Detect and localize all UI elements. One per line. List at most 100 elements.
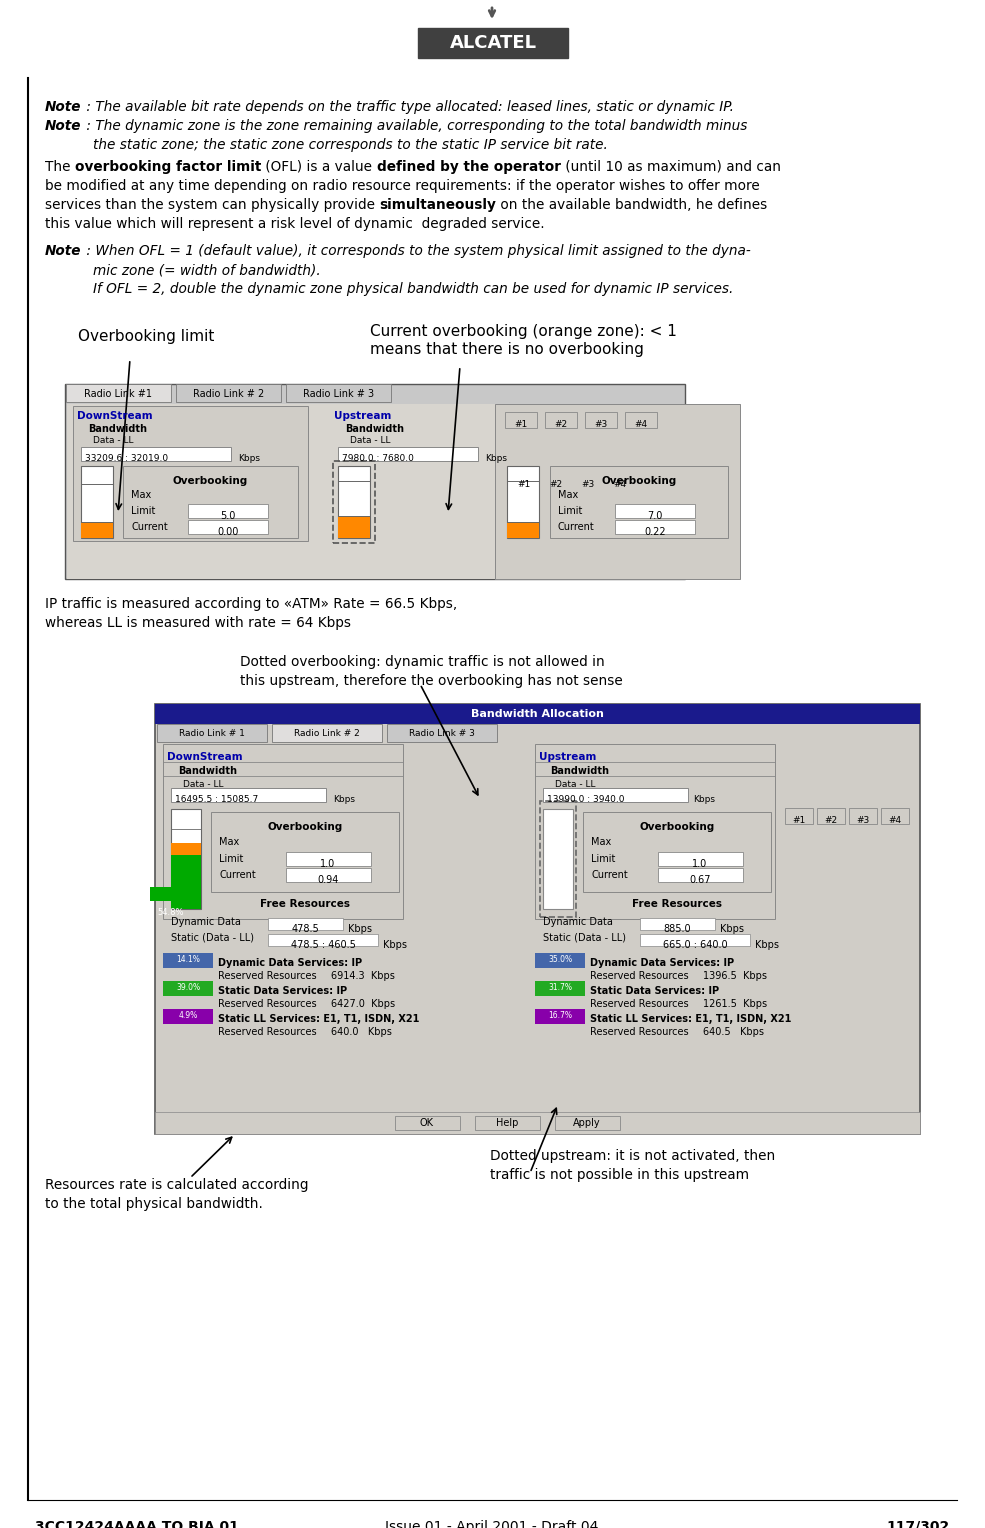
Text: 7980.0 : 7680.0: 7980.0 : 7680.0 — [342, 454, 414, 463]
Bar — [163, 953, 213, 969]
Text: Radio Link # 3: Radio Link # 3 — [409, 729, 475, 738]
Text: Kbps: Kbps — [720, 924, 744, 934]
Text: Resources rate is calculated according: Resources rate is calculated according — [45, 1178, 308, 1192]
Text: Radio Link # 1: Radio Link # 1 — [179, 729, 245, 738]
Bar — [286, 853, 371, 866]
Bar — [338, 516, 370, 538]
Text: Overbooking: Overbooking — [173, 477, 248, 486]
Bar — [574, 472, 602, 487]
Bar — [615, 504, 695, 518]
Text: ALCATEL: ALCATEL — [449, 34, 537, 52]
Bar — [540, 801, 576, 917]
Text: (OFL) is a value: (OFL) is a value — [261, 160, 376, 174]
Text: 0.67: 0.67 — [690, 876, 711, 885]
Text: 6427.0  Kbps: 6427.0 Kbps — [331, 999, 395, 1008]
Text: #3: #3 — [594, 420, 608, 429]
Bar — [73, 406, 308, 541]
Text: to the total physical bandwidth.: to the total physical bandwidth. — [45, 1196, 263, 1212]
Text: Static (Data - LL): Static (Data - LL) — [171, 934, 254, 943]
Text: Dotted upstream: it is not activated, then: Dotted upstream: it is not activated, th… — [490, 1149, 775, 1163]
Text: Radio Link # 2: Radio Link # 2 — [295, 729, 360, 738]
Text: Kbps: Kbps — [755, 940, 779, 950]
Text: Help: Help — [495, 1118, 518, 1128]
Text: Limit: Limit — [131, 506, 156, 516]
Text: Free Resources: Free Resources — [260, 898, 350, 909]
Bar — [338, 448, 478, 461]
Text: 1396.5  Kbps: 1396.5 Kbps — [703, 970, 767, 981]
Bar — [286, 868, 371, 882]
Text: 640.0   Kbps: 640.0 Kbps — [331, 1027, 392, 1038]
Text: : The available bit rate depends on the traffic type allocated: leased lines, st: : The available bit rate depends on the … — [82, 99, 734, 115]
Text: 1261.5  Kbps: 1261.5 Kbps — [703, 999, 767, 1008]
Text: IP traffic is measured according to «ATM» Rate = 66.5 Kbps,: IP traffic is measured according to «ATM… — [45, 597, 457, 611]
Text: Bandwidth Allocation: Bandwidth Allocation — [471, 709, 604, 720]
Text: Overbooking: Overbooking — [639, 822, 715, 833]
Text: mic zone (= width of bandwidth).: mic zone (= width of bandwidth). — [93, 263, 321, 277]
Bar — [418, 28, 568, 58]
Bar — [268, 934, 378, 946]
Text: #2: #2 — [550, 480, 562, 489]
Bar — [163, 1008, 213, 1024]
Bar — [155, 704, 920, 724]
Text: Current: Current — [558, 523, 595, 532]
Bar — [171, 788, 326, 802]
Text: : The dynamic zone is the zone remaining available, corresponding to the total b: : The dynamic zone is the zone remaining… — [82, 119, 747, 133]
Text: 117/302: 117/302 — [886, 1520, 950, 1528]
Text: If OFL = 2, double the dynamic zone physical bandwidth can be used for dynamic I: If OFL = 2, double the dynamic zone phys… — [93, 283, 734, 296]
Bar — [155, 704, 920, 1134]
Bar — [171, 856, 201, 909]
Bar — [163, 744, 403, 918]
Bar — [535, 1008, 585, 1024]
Text: Radio Link # 2: Radio Link # 2 — [193, 390, 264, 399]
Text: Overbooking limit: Overbooking limit — [78, 329, 215, 344]
Text: Limit: Limit — [558, 506, 582, 516]
Bar — [387, 724, 497, 743]
Bar — [163, 981, 213, 996]
Bar — [211, 811, 399, 892]
Bar — [176, 384, 281, 402]
Bar — [171, 843, 201, 856]
Text: Radio Link #1: Radio Link #1 — [85, 390, 153, 399]
Bar — [286, 384, 391, 402]
Text: means that there is no overbooking: means that there is no overbooking — [370, 342, 644, 358]
Bar — [65, 384, 685, 579]
Bar — [543, 808, 573, 909]
Text: Current: Current — [591, 869, 627, 880]
Bar — [505, 413, 537, 428]
Text: simultaneously: simultaneously — [379, 199, 496, 212]
Text: DownStream: DownStream — [167, 752, 242, 762]
Text: Static Data Services: IP: Static Data Services: IP — [590, 986, 719, 996]
Text: Kbps: Kbps — [383, 940, 407, 950]
Text: 0.00: 0.00 — [218, 527, 238, 536]
Text: 16.7%: 16.7% — [548, 1012, 572, 1021]
Text: Kbps: Kbps — [693, 795, 715, 804]
Text: Reserved Resources: Reserved Resources — [218, 999, 316, 1008]
Bar — [535, 981, 585, 996]
Text: 5.0: 5.0 — [221, 510, 235, 521]
Bar — [268, 918, 343, 931]
Text: Kbps: Kbps — [485, 454, 507, 463]
Bar — [338, 466, 370, 538]
Bar — [272, 724, 382, 743]
Text: OK: OK — [420, 1118, 434, 1128]
Text: 665.0 : 640.0: 665.0 : 640.0 — [663, 940, 727, 950]
Text: Kbps: Kbps — [238, 454, 260, 463]
Bar — [495, 403, 740, 579]
Text: Overbooking: Overbooking — [267, 822, 343, 833]
Text: Max: Max — [558, 490, 578, 500]
Bar — [507, 523, 539, 538]
Text: Data - LL: Data - LL — [350, 435, 390, 445]
Bar — [157, 724, 267, 743]
Text: Radio Link # 3: Radio Link # 3 — [303, 390, 374, 399]
Text: Dotted overbooking: dynamic traffic is not allowed in: Dotted overbooking: dynamic traffic is n… — [240, 656, 605, 669]
Bar — [535, 744, 775, 918]
Text: #4: #4 — [888, 816, 901, 825]
Text: 0.22: 0.22 — [644, 527, 666, 536]
Text: defined by the operator: defined by the operator — [376, 160, 560, 174]
Text: Bandwidth: Bandwidth — [178, 766, 237, 776]
Text: Current: Current — [219, 869, 256, 880]
Bar — [123, 466, 298, 538]
Text: services than the system can physically provide: services than the system can physically … — [45, 199, 379, 212]
Bar — [535, 953, 585, 969]
Text: 13990.0 : 3940.0: 13990.0 : 3940.0 — [547, 795, 624, 804]
